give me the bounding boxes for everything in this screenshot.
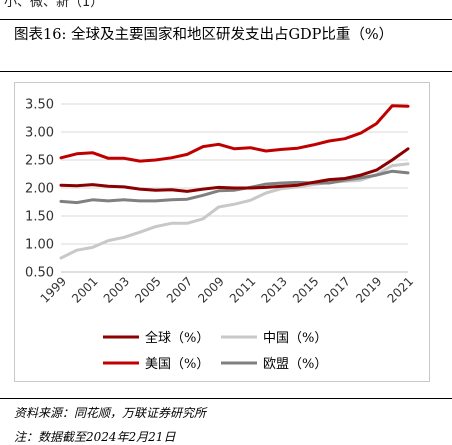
- legend-label: 欧盟（%）: [263, 357, 327, 372]
- chart-frame: 0.50 1.00 1.50 2.00 2.50 3.00 3.50 1999 2001 2003…: [14, 82, 430, 382]
- x-tick-label: 2011: [227, 274, 258, 305]
- y-tick-label: 3.00: [25, 126, 54, 141]
- y-tick-label: 3.50: [25, 98, 54, 113]
- figure-title: 图表16: 全球及主要国家和地区研发支出占GDP比重（%）: [14, 27, 394, 43]
- bottom-rule: [0, 398, 452, 399]
- y-tick-label: 2.00: [25, 182, 54, 197]
- x-tick-label: 2009: [195, 274, 226, 305]
- x-tick-label: 2019: [353, 274, 384, 305]
- y-tick-label: 1.00: [25, 238, 54, 253]
- series-line: [59, 169, 410, 205]
- x-tick-label: 2015: [290, 274, 321, 305]
- title-rule: [0, 71, 452, 72]
- x-tick-label: 2021: [385, 274, 416, 305]
- x-tick-label: 2003: [101, 274, 132, 305]
- y-tick-label: 0.50: [25, 266, 54, 281]
- legend-label: 全球（%）: [145, 330, 209, 346]
- series-line: [59, 147, 410, 193]
- x-tick-label: 2007: [164, 274, 195, 305]
- figure-note: 注：数据截至2024年2月21日: [14, 430, 176, 444]
- legend-label: 美国（%）: [145, 357, 209, 372]
- top-rule: [0, 19, 452, 20]
- series-line: [59, 104, 410, 163]
- legend-label: 中国（%）: [263, 331, 327, 346]
- x-tick-label: 2017: [322, 274, 353, 305]
- y-tick-label: 2.50: [25, 154, 54, 169]
- x-tick-label: 2013: [258, 274, 289, 305]
- page-top-fragment: 小、微、新（1）: [4, 0, 104, 10]
- y-tick-label: 1.50: [25, 210, 54, 225]
- x-tick-label: 2005: [132, 274, 163, 305]
- x-tick-label: 2001: [69, 274, 100, 305]
- figure-source: 资料来源：同花顺，万联证券研究所: [14, 406, 207, 420]
